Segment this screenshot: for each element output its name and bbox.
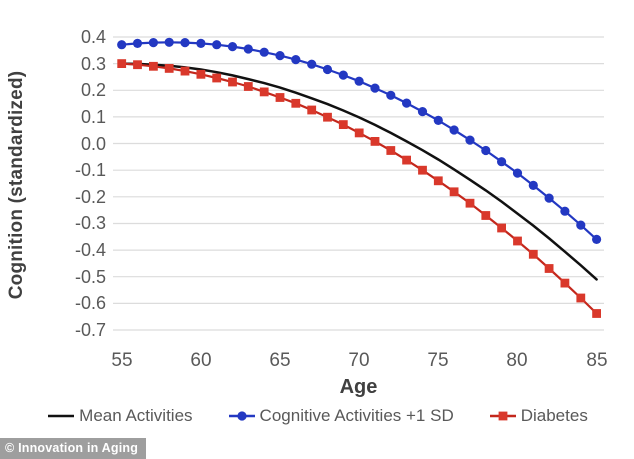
circle-marker-cognitive-activities-1-sd (259, 47, 269, 57)
circle-marker-cognitive-activities-1-sd (291, 55, 301, 65)
square-marker-diabetes (228, 77, 237, 87)
square-marker-diabetes (133, 60, 142, 70)
y-tick-label: 0.2 (80, 80, 106, 100)
y-tick-label: -0.7 (74, 320, 106, 340)
circle-marker-cognitive-activities-1-sd (275, 51, 285, 61)
x-tick-label: 70 (348, 350, 370, 371)
circle-marker-cognitive-activities-1-sd (402, 98, 412, 108)
square-marker-diabetes (196, 69, 206, 79)
square-marker-diabetes (212, 73, 222, 83)
y-tick-label: -0.6 (74, 293, 106, 313)
x-tick-label: 85 (586, 350, 608, 371)
circle-marker-cognitive-activities-1-sd (164, 37, 174, 47)
square-marker-diabetes (323, 112, 332, 122)
x-tick-label: 80 (506, 350, 528, 371)
circle-marker-cognitive-activities-1-sd (227, 42, 238, 52)
square-marker-diabetes (354, 128, 364, 138)
legend-label-cognitive-activities: Cognitive Activities +1 SD (259, 406, 454, 425)
square-marker-diabetes (418, 165, 427, 175)
square-marker-diabetes (560, 278, 570, 288)
y-tick-label: 0.3 (80, 54, 106, 74)
circle-marker-cognitive-activities-1-sd (465, 135, 475, 145)
square-marker-diabetes (544, 264, 554, 273)
circle-marker-cognitive-activities-1-sd (338, 70, 348, 80)
circle-marker-cognitive-activities-1-sd (417, 107, 428, 117)
circle-marker-cognitive-activities-1-sd (370, 83, 380, 93)
y-tick-label: -0.1 (74, 160, 106, 180)
y-tick-label: -0.3 (74, 213, 106, 233)
square-marker-diabetes (576, 293, 586, 303)
y-tick-label: 0.1 (80, 107, 106, 127)
series-line-diabetes (120, 62, 598, 315)
circle-marker-cognitive-activities-1-sd (592, 234, 602, 244)
square-marker-diabetes (180, 66, 190, 76)
square-marker-swatch-icon (489, 411, 516, 421)
circle-marker-cognitive-activities-1-sd (512, 168, 523, 178)
x-tick-label: 55 (111, 350, 133, 371)
y-tick-label: -0.2 (74, 187, 106, 207)
circle-marker-cognitive-activities-1-sd (132, 38, 143, 49)
x-tick-label: 65 (269, 350, 291, 371)
square-marker-diabetes (449, 187, 459, 197)
x-tick-label: 75 (427, 350, 449, 371)
square-marker-diabetes (149, 61, 158, 71)
square-marker-diabetes (307, 105, 317, 115)
circle-marker-cognitive-activities-1-sd (180, 38, 190, 48)
circle-marker-swatch-icon (228, 411, 255, 421)
circle-marker-cognitive-activities-1-sd (196, 38, 206, 49)
circle-marker-cognitive-activities-1-sd (481, 145, 491, 156)
circle-marker-cognitive-activities-1-sd (354, 76, 364, 86)
square-marker-diabetes (338, 120, 348, 129)
circle-marker-cognitive-activities-1-sd (386, 90, 396, 100)
series-line-mean-activities (120, 62, 598, 281)
x-tick-label: 60 (190, 350, 212, 371)
square-marker-diabetes (528, 249, 538, 259)
y-tick-label: -0.4 (74, 240, 106, 260)
square-marker-diabetes (164, 64, 174, 73)
square-marker-diabetes (291, 98, 301, 108)
circle-marker-cognitive-activities-1-sd (433, 115, 443, 125)
square-marker-diabetes (465, 198, 475, 208)
square-marker-diabetes (592, 309, 601, 318)
legend-item-diabetes: Diabetes (488, 406, 588, 426)
square-marker-diabetes (243, 82, 253, 91)
legend-label-diabetes: Diabetes (520, 406, 588, 425)
square-marker-diabetes (497, 223, 506, 233)
circle-marker-cognitive-activities-1-sd (212, 40, 222, 50)
circle-marker-cognitive-activities-1-sd (148, 38, 158, 48)
circle-marker-cognitive-activities-1-sd (322, 64, 333, 75)
x-axis-title: Age (339, 376, 378, 398)
square-marker-diabetes (402, 155, 411, 165)
circle-marker-cognitive-activities-1-sd (576, 220, 586, 230)
circle-marker-cognitive-activities-1-sd (544, 193, 554, 203)
circle-marker-cognitive-activities-1-sd (117, 40, 127, 50)
y-tick-label: 0.4 (80, 27, 106, 47)
square-marker-diabetes (386, 146, 396, 155)
circle-marker-cognitive-activities-1-sd (307, 59, 317, 69)
y-axis-title: Cognition (standardized) (6, 70, 27, 300)
square-marker-diabetes (370, 137, 380, 146)
circle-marker-cognitive-activities-1-sd (449, 125, 459, 135)
circle-marker-cognitive-activities-1-sd (528, 180, 538, 190)
line-swatch-icon (48, 414, 75, 418)
legend: Mean Activities Cognitive Activities +1 … (0, 406, 634, 426)
square-marker-diabetes (481, 211, 491, 220)
circle-marker-cognitive-activities-1-sd (243, 44, 253, 54)
legend-item-mean-activities: Mean Activities (46, 406, 193, 426)
legend-item-cognitive-activities: Cognitive Activities +1 SD (227, 406, 454, 426)
y-tick-label: 0.0 (80, 134, 106, 154)
square-marker-diabetes (117, 59, 127, 68)
circle-marker-cognitive-activities-1-sd (560, 206, 570, 216)
square-marker-diabetes (513, 236, 522, 246)
circle-marker-cognitive-activities-1-sd (497, 157, 507, 167)
watermark: © Innovation in Aging (0, 438, 147, 459)
square-marker-diabetes (275, 93, 285, 102)
legend-label-mean-activities: Mean Activities (79, 406, 193, 425)
y-tick-label: -0.5 (74, 267, 106, 287)
square-marker-diabetes (433, 176, 443, 186)
square-marker-diabetes (259, 87, 269, 97)
